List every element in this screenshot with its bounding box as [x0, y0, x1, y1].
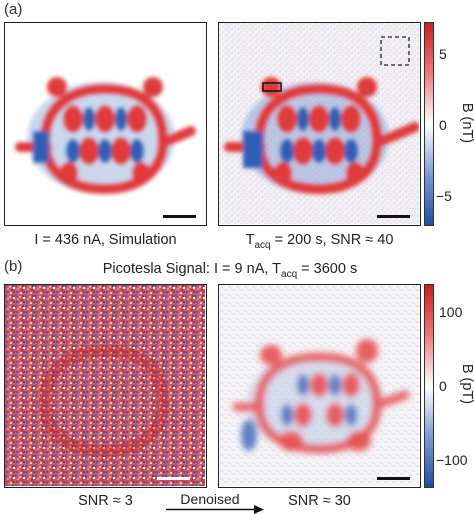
measurement-caption: Tacq = 200 s, SNR ≈ 40: [245, 232, 394, 251]
noisy-caption: SNR ≈ 3: [78, 493, 133, 509]
denoised-caption: SNR ≈ 30: [288, 493, 351, 509]
panel-b-title: Picotesla Signal: I = 9 nA, Tacq = 3600 …: [102, 261, 358, 280]
colorbar-b-tick-minus100: −100: [436, 452, 468, 468]
simulation-caption: I = 436 nA, Simulation: [34, 232, 177, 248]
denoise-arrow: [166, 505, 264, 514]
colorbar-b-title: B (pT): [459, 363, 474, 405]
simulation-map: [4, 22, 207, 226]
scale-bar: [157, 477, 190, 480]
colorbar-a-ticks: [434, 22, 435, 226]
colorbar-b-tick-0: 0: [439, 378, 447, 394]
denoised-map: [218, 284, 421, 488]
colorbar-a: [424, 22, 434, 226]
scale-bar: [377, 215, 410, 218]
colorbar-a-tick-0: 0: [439, 117, 447, 133]
scale-bar: [377, 477, 410, 480]
denoised-circuit-pattern: [232, 339, 410, 454]
background-region-box: [380, 36, 410, 66]
measured-map: [218, 22, 421, 226]
panel-a-label: (a): [4, 1, 23, 18]
colorbar-a-title: B (nT): [459, 102, 474, 144]
faint-circuit-pattern: [38, 344, 170, 458]
noisy-map: [4, 284, 207, 488]
denoised-label: Denoised: [180, 491, 240, 507]
circuit-pattern: [15, 77, 196, 195]
measured-circuit-pattern: [224, 77, 419, 195]
scale-bar: [163, 215, 196, 218]
region-of-interest-box: [262, 82, 282, 92]
colorbar-b: [424, 284, 434, 488]
colorbar-a-tick-5: 5: [439, 46, 447, 62]
colorbar-b-tick-100: 100: [439, 304, 463, 320]
colorbar-a-tick-minus5: −5: [436, 188, 452, 204]
panel-b-label: (b): [4, 258, 23, 275]
